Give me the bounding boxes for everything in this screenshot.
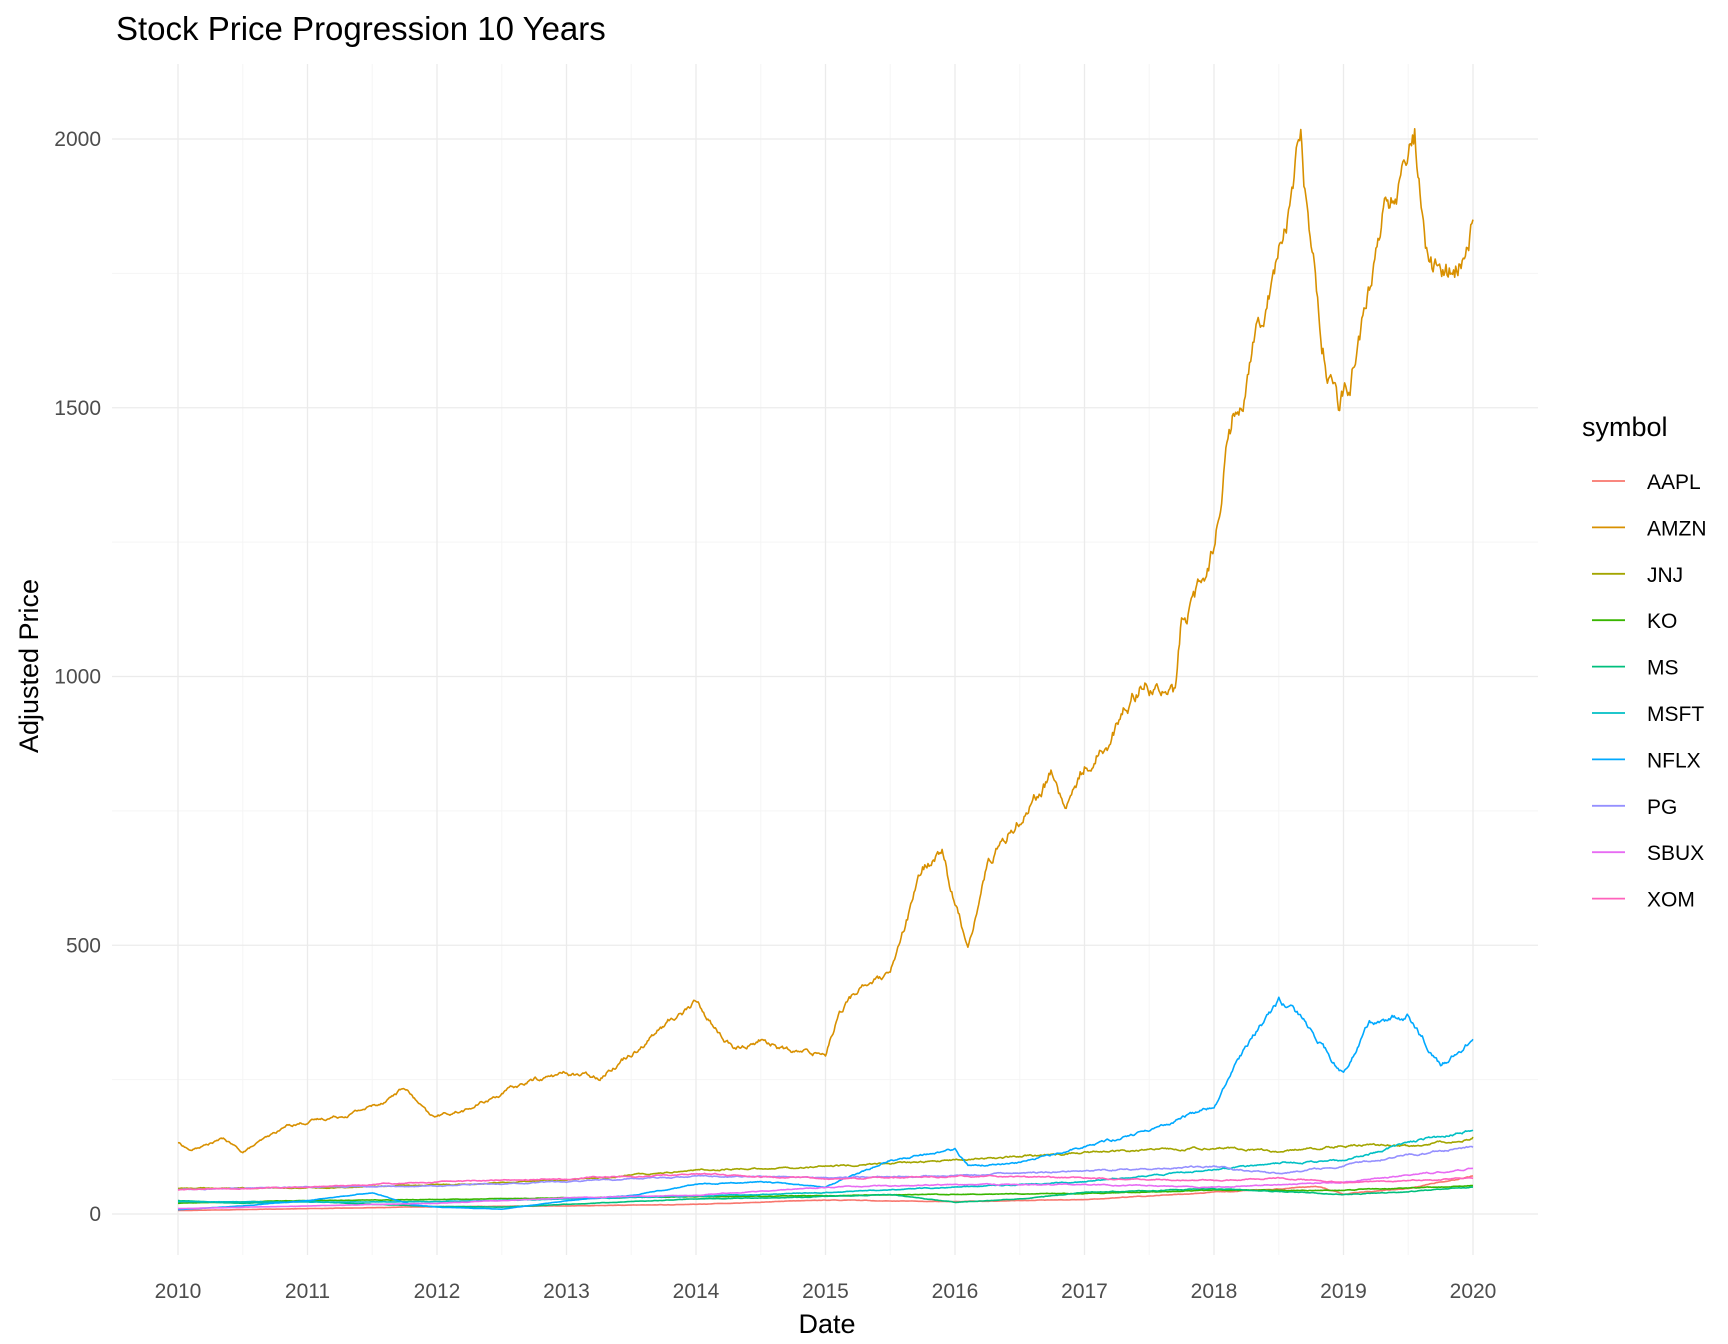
legend-title: symbol: [1582, 412, 1668, 442]
legend-label-ms: MS: [1647, 657, 1679, 680]
y-axis-title: Adjusted Price: [14, 579, 44, 753]
y-tick-label: 2000: [54, 128, 101, 151]
x-tick-label: 2018: [1191, 1280, 1238, 1303]
series-layer: [177, 128, 1474, 1212]
chart-title: Stock Price Progression 10 Years: [116, 10, 606, 47]
series-line-msft: [177, 1129, 1474, 1204]
y-tick-label: 1000: [54, 666, 101, 689]
y-tick-label: 1500: [54, 397, 101, 420]
x-tick-label: 2010: [155, 1280, 202, 1303]
x-tick-label: 2017: [1061, 1280, 1108, 1303]
x-tick-label: 2011: [285, 1280, 330, 1303]
x-tick-label: 2014: [673, 1280, 720, 1303]
legend-label-sbux: SBUX: [1647, 842, 1704, 865]
x-axis-title: Date: [798, 1309, 855, 1339]
y-tick-label: 500: [66, 934, 101, 957]
legend-label-amzn: AMZN: [1647, 517, 1707, 540]
legend-label-ko: KO: [1647, 610, 1677, 633]
legend-label-xom: XOM: [1647, 889, 1695, 912]
x-tick-label: 2015: [802, 1280, 849, 1303]
x-tick-label: 2012: [414, 1280, 461, 1303]
x-tick-label: 2020: [1450, 1280, 1497, 1303]
legend-label-nflx: NFLX: [1647, 749, 1701, 772]
series-line-xom: [177, 1172, 1474, 1191]
grid: [112, 64, 1538, 1255]
legend: symbol AAPL AMZN JNJ KO MS MSFT NFLX PG SBUX XOM: [1582, 412, 1707, 912]
series-line-amzn: [177, 128, 1474, 1154]
legend-label-pg: PG: [1647, 796, 1677, 819]
legend-label-jnj: JNJ: [1647, 564, 1683, 587]
y-axis-ticks: 0 500 1000 1500 2000: [54, 128, 101, 1226]
x-tick-label: 2016: [932, 1280, 979, 1303]
series-line-pg: [177, 1145, 1474, 1191]
x-tick-label: 2019: [1320, 1280, 1367, 1303]
x-axis-ticks: 2010 2011 2012 2013 2014 2015 2016 2017 2018 2019…: [155, 1280, 1497, 1303]
y-tick-label: 0: [89, 1203, 101, 1226]
x-tick-label: 2013: [543, 1280, 590, 1303]
series-line-sbux: [178, 1167, 1474, 1210]
legend-label-aapl: AAPL: [1647, 471, 1701, 494]
legend-label-msft: MSFT: [1647, 703, 1704, 726]
